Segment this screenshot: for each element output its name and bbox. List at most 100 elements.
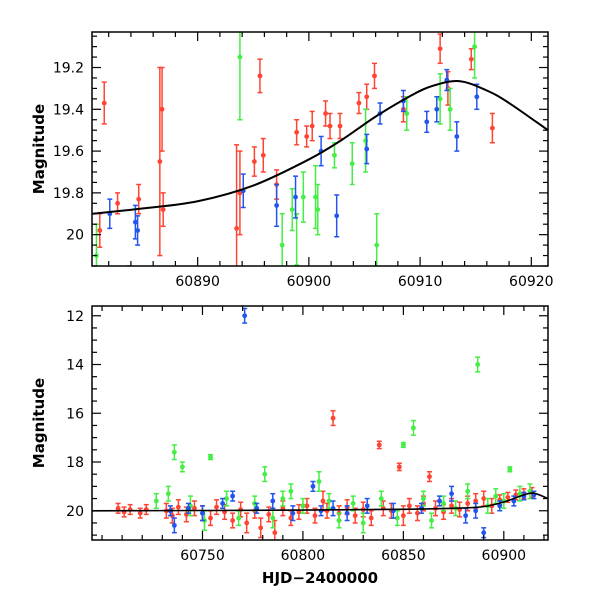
lower-green-point xyxy=(517,491,523,497)
upper-green-point xyxy=(300,194,306,200)
upper-red-point xyxy=(251,159,257,164)
lower-blue-point xyxy=(511,498,517,504)
lower-blue-point xyxy=(364,503,370,509)
lower-red-point xyxy=(258,525,264,531)
lower-red-point xyxy=(272,530,278,536)
lower-green-point xyxy=(465,488,471,494)
lower-red-point xyxy=(396,464,402,470)
upper-blue-point xyxy=(132,219,138,225)
upper-red-point xyxy=(157,159,163,164)
upper-green-point xyxy=(237,54,243,60)
lower-red-point xyxy=(449,503,454,509)
upper-blue-point xyxy=(434,106,440,112)
lower-blue-point xyxy=(497,503,503,509)
upper-red-point xyxy=(101,100,107,106)
upper-axis-ticks: 60890 60900 60910 60920 19.2 19.4 19.6 19.8 20 xyxy=(53,32,554,290)
lower-axis-ticks: 60750 60800 60850 60900 12 14 16 18 20 xyxy=(66,306,548,564)
lower-blue-point xyxy=(344,510,350,516)
lower-red-point xyxy=(320,498,326,504)
upper-data-points xyxy=(93,32,495,266)
upper-red-point xyxy=(257,73,263,79)
lower-blue-point xyxy=(242,313,248,319)
upper-green-point xyxy=(289,207,295,212)
lower-green-point xyxy=(316,479,322,484)
upper-blue-point xyxy=(454,134,460,139)
lower-green-point xyxy=(441,501,446,506)
upper-y-tick-label: 19.6 xyxy=(53,144,84,160)
lower-red-point xyxy=(304,503,310,509)
lower-blue-point xyxy=(186,505,191,511)
lower-green-point xyxy=(378,496,384,501)
upper-blue-point xyxy=(135,228,141,233)
upper-red-point xyxy=(160,207,166,212)
lower-blue-point xyxy=(200,510,205,516)
upper-y-axis-label: Magnitude xyxy=(30,104,48,194)
lower-green-point xyxy=(236,515,242,521)
upper-y-tick-label: 20 xyxy=(66,228,84,244)
upper-blue-point xyxy=(334,213,340,219)
lower-red-point xyxy=(376,442,382,448)
upper-red-point xyxy=(234,225,239,231)
upper-x-tick-label: 60920 xyxy=(509,274,554,290)
upper-y-tick-label: 19.2 xyxy=(53,61,84,77)
upper-blue-point xyxy=(364,146,370,152)
lower-red-point xyxy=(214,504,219,510)
lower-green-point xyxy=(507,466,513,472)
upper-axes-frame xyxy=(91,31,549,267)
upper-green-point xyxy=(447,106,453,112)
lower-red-point xyxy=(192,505,197,511)
upper-red-point xyxy=(337,123,343,129)
lower-blue-point xyxy=(449,491,454,497)
upper-blue-point xyxy=(293,194,298,200)
lower-green-point xyxy=(224,496,229,501)
lower-blue-point xyxy=(270,498,276,504)
upper-model-curve xyxy=(92,80,548,215)
upper-red-point xyxy=(372,73,377,79)
lower-red-point xyxy=(137,510,143,516)
lower-red-point xyxy=(288,515,294,521)
lower-green-point xyxy=(350,501,356,506)
lower-red-point xyxy=(330,415,336,421)
upper-red-point xyxy=(260,152,266,158)
upper-green-point xyxy=(437,96,443,102)
upper-red-point xyxy=(294,129,300,135)
lower-red-point xyxy=(368,515,374,521)
upper-panel: 60890 60900 60910 60920 19.2 19.4 19.6 19.8 20 M… xyxy=(30,31,554,290)
lower-red-point xyxy=(473,498,479,504)
upper-green-point xyxy=(404,111,410,116)
lower-y-tick-label: 14 xyxy=(66,358,84,374)
lower-red-point xyxy=(266,512,272,517)
upper-green-point xyxy=(374,242,380,248)
upper-blue-point xyxy=(474,94,480,100)
upper-red-point xyxy=(364,94,370,100)
lower-red-point xyxy=(427,474,432,480)
lower-green-point xyxy=(288,488,294,494)
lower-green-point xyxy=(326,498,332,504)
upper-green-point xyxy=(332,152,337,158)
lower-y-tick-label: 20 xyxy=(66,504,84,520)
lower-green-point xyxy=(270,515,276,521)
lower-blue-point xyxy=(481,530,487,536)
upper-red-point xyxy=(136,196,142,202)
upper-red-point xyxy=(327,123,333,129)
lower-green-point xyxy=(165,491,171,497)
lower-green-point xyxy=(411,425,416,431)
lower-blue-point xyxy=(310,483,316,489)
lower-red-point xyxy=(400,513,406,519)
lower-x-tick-label: 60800 xyxy=(281,548,326,564)
upper-green-point xyxy=(349,161,355,167)
lower-panel: 60750 60800 60850 60900 12 14 16 18 20 Magnitude… xyxy=(30,305,549,587)
lower-red-point xyxy=(230,518,236,523)
lower-green-point xyxy=(262,471,268,477)
lower-red-point xyxy=(208,515,213,521)
upper-red-point xyxy=(97,228,103,233)
upper-blue-point xyxy=(424,119,430,125)
upper-red-point xyxy=(468,56,474,62)
upper-green-point xyxy=(472,44,477,50)
lower-x-tick-label: 60850 xyxy=(381,548,426,564)
lower-red-point xyxy=(244,520,250,526)
lower-green-point xyxy=(153,498,159,504)
lower-red-point xyxy=(505,494,511,500)
lower-green-point xyxy=(300,503,306,509)
